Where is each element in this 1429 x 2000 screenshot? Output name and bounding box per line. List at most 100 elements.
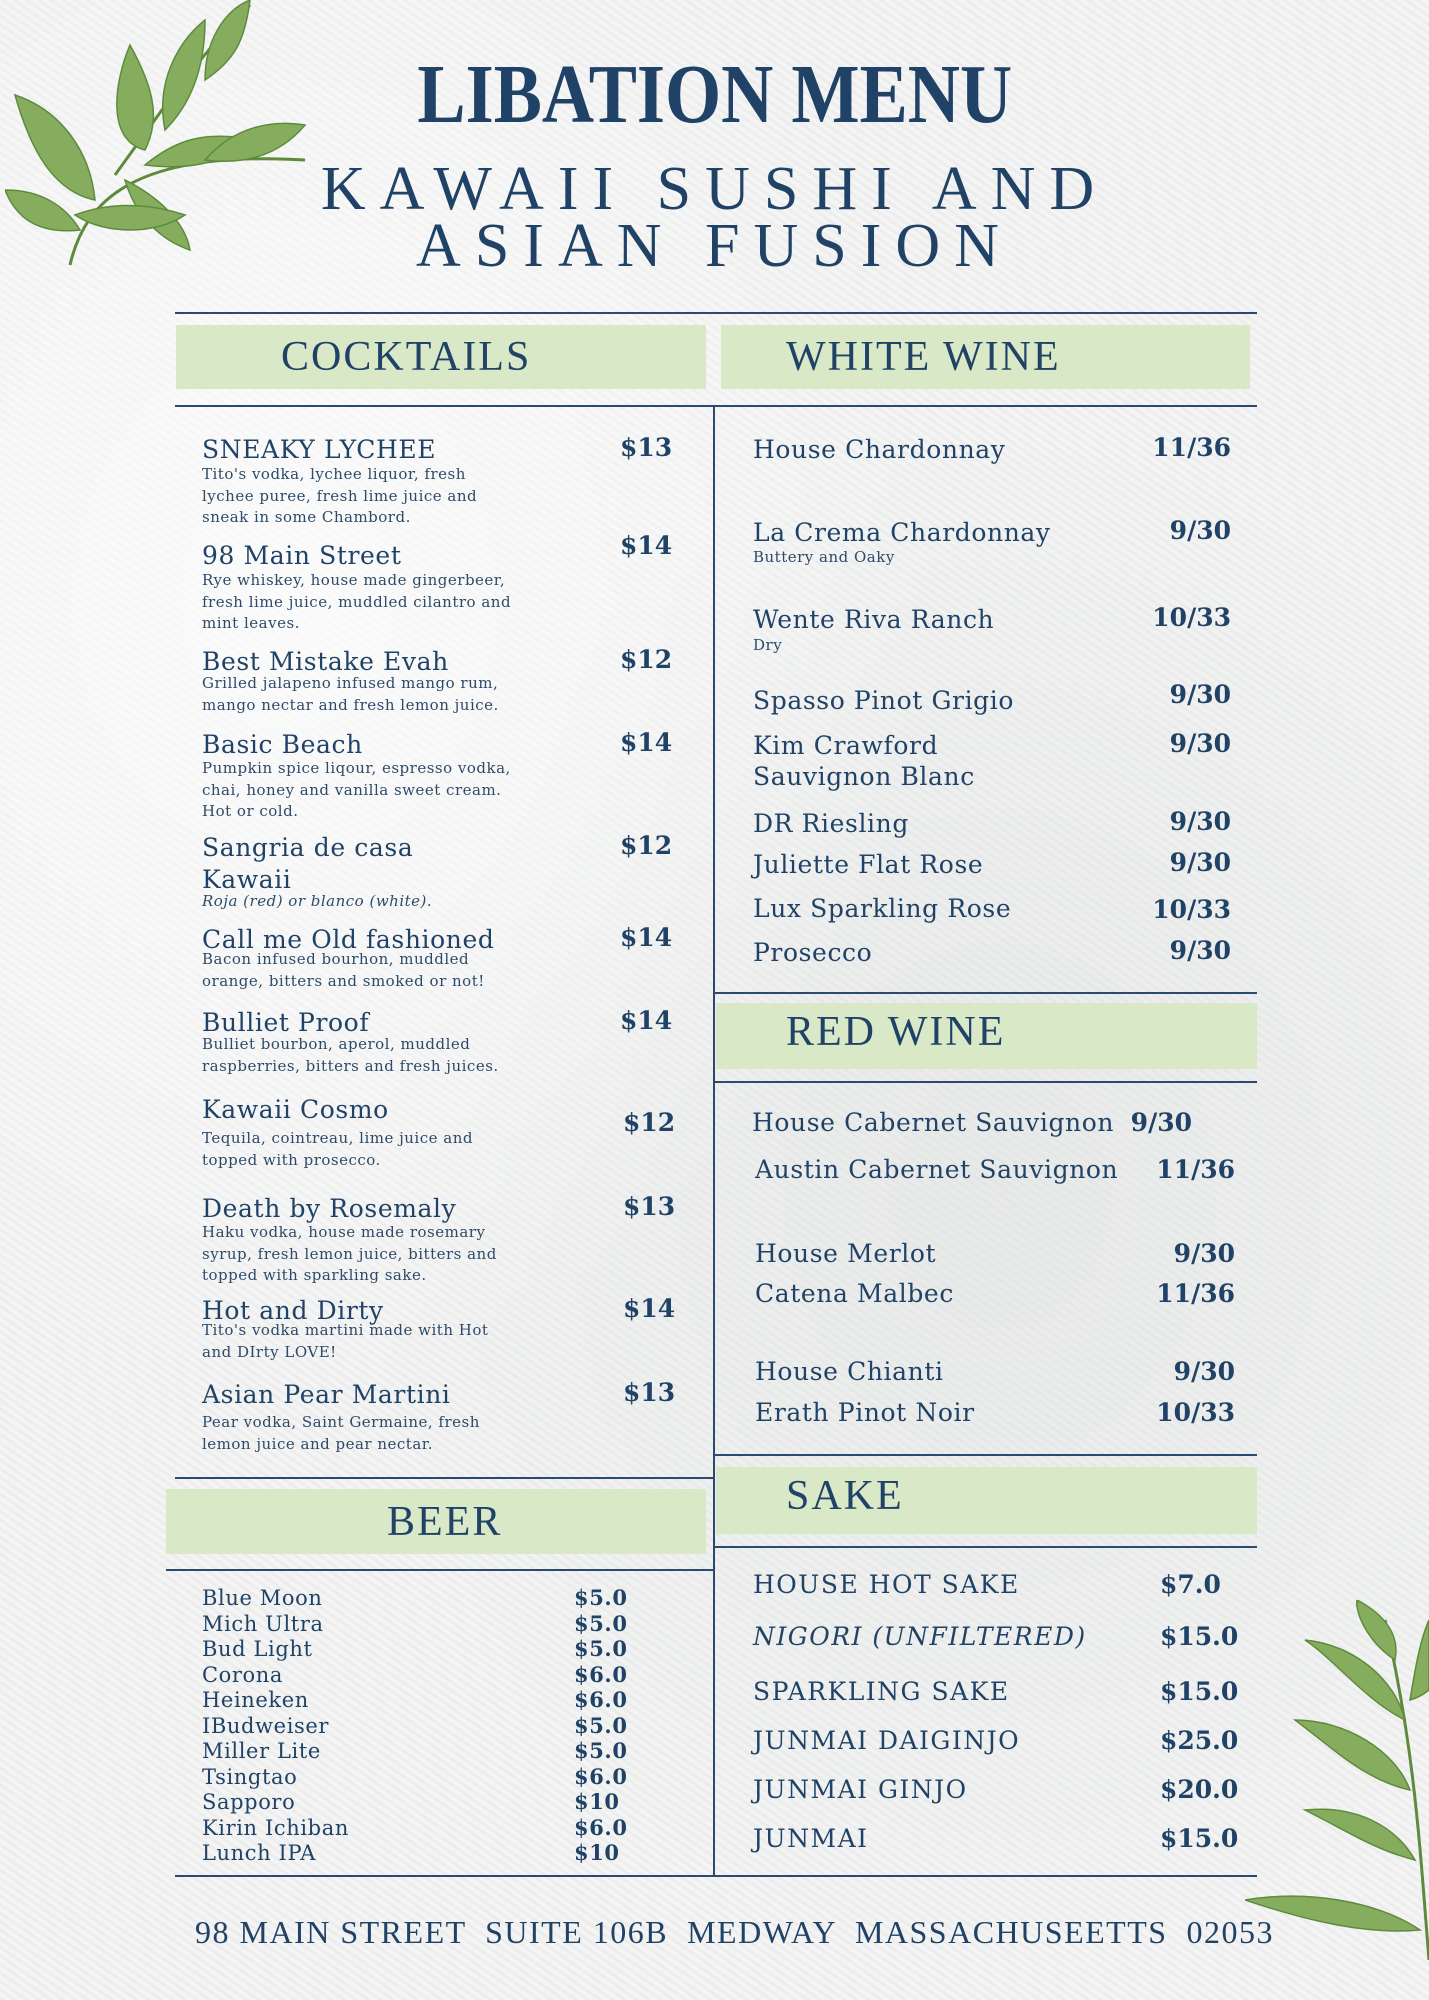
white-wine-price: 10/33 [1152,895,1231,924]
divider [175,405,1257,407]
sake-price: $25.0 [1160,1726,1239,1755]
red-wine-price: 10/33 [1156,1398,1235,1427]
cocktail-price: $12 [620,831,673,860]
beer-name: Lunch IPA [202,1841,317,1865]
red-wine-price: 11/36 [1156,1155,1235,1184]
cocktail-name: Call me Old fashioned [202,925,495,954]
white-wine-name: DR Riesling [753,809,909,838]
beer-price: $6.0 [574,1763,628,1789]
white-wine-heading: WHITE WINE [786,334,1061,380]
white-wine-name: Kim Crawford Sauvignon Blanc [753,731,975,791]
red-wine-price: 9/30 [1173,1239,1235,1268]
cocktail-description: Tito's vodka, lychee liquor, fresh lyche… [202,465,478,527]
cocktail-price: $12 [620,645,673,674]
beer-name: Tsingtao [202,1764,298,1789]
beer-header: BEER [166,1489,706,1554]
cocktail-price: $13 [623,1378,676,1407]
white-wine-name: Wente Riva Ranch [753,605,995,634]
cocktail-price: $14 [620,728,673,757]
cocktail-name: Asian Pear Martini [202,1380,451,1409]
white-wine-price: 10/33 [1152,603,1231,632]
divider [175,312,1257,314]
cocktail-name: SNEAKY LYCHEE [202,435,437,464]
beer-name: Mich Ultra [202,1611,324,1636]
white-wine-price: 9/30 [1169,807,1231,836]
cocktail-price: $14 [620,531,673,560]
red-wine-name: House Chianti [755,1357,944,1386]
cocktail-description: Pumpkin spice liqour, espresso vodka, ch… [202,759,511,821]
red-wine-price: 9/30 [1173,1357,1235,1386]
cocktail-price: $13 [620,433,673,462]
cocktail-description: Pear vodka, Saint Germaine, fresh lemon … [202,1413,480,1453]
cocktail-description: Roja (red) or blanco (white). [202,892,433,910]
address-footer: 98 MAIN STREET SUITE 106B MEDWAY MASSACH… [195,1914,1275,1950]
cocktail-name: Death by Rosemaly [202,1194,457,1223]
beer-price: $10 [574,1840,620,1865]
red-wine-name: Catena Malbec [755,1279,954,1308]
beer-price: $5.0 [574,1610,628,1636]
white-wine-note: Buttery and Oaky [753,548,895,566]
cocktail-price: $14 [620,923,673,952]
white-wine-price: 11/36 [1152,433,1231,462]
beer-price: $5.0 [574,1738,628,1763]
white-wine-note: Dry [753,636,783,654]
sake-name: JUNMAI [753,1824,869,1853]
red-wine-name: House Merlot [755,1239,937,1268]
sake-price: $15.0 [1160,1824,1239,1853]
beer-price: $5.0 [574,1585,628,1610]
beer-price: $6.0 [574,1687,628,1712]
cocktail-name: Basic Beach [202,730,363,759]
white-wine-price: 9/30 [1169,680,1231,709]
white-wine-price: 9/30 [1169,936,1231,965]
beer-price: $5.0 [574,1636,628,1661]
cocktails-heading: COCKTAILS [281,334,532,380]
divider [175,1875,1257,1877]
cocktail-description: Bacon infused bourhon, muddled orange, b… [202,950,485,990]
cocktail-description: Rye whiskey, house made gingerbeer, fres… [202,571,512,633]
beer-heading: BEER [387,1499,503,1545]
divider [166,1569,713,1571]
white-wine-name: Spasso Pinot Grigio [753,686,1015,715]
white-wine-price: 9/30 [1169,516,1231,545]
cocktail-name: Sangria de casa Kawaii [202,833,414,894]
cocktail-name: Bulliet Proof [202,1008,370,1037]
beer-name: Bud Light [202,1637,313,1661]
cocktail-price: $13 [623,1192,676,1221]
sake-name: SPARKLING SAKE [753,1677,1010,1706]
red-wine-heading: RED WINE [786,1009,1006,1055]
sake-price: $15.0 [1160,1677,1239,1706]
beer-name: Blue Moon [202,1586,323,1610]
divider [715,992,1257,994]
white-wine-price: 9/30 [1169,729,1231,758]
beer-name: Corona [202,1662,284,1687]
divider [715,1454,1257,1456]
sake-price: $15.0 [1160,1622,1239,1651]
white-wine-price: 9/30 [1169,848,1231,877]
sake-name: JUNMAI GINJO [753,1775,968,1804]
white-wine-name: La Crema Chardonnay [753,518,1051,547]
white-wine-name: Juliette Flat Rose [753,850,984,879]
red-wine-header: RED WINE [716,1003,1257,1069]
beer-name: Kirin Ichiban [202,1815,349,1840]
beer-price: $5.0 [574,1712,628,1738]
white-wine-name: House Chardonnay [753,435,1006,464]
sake-name: JUNMAI DAIGINJO [753,1726,1021,1755]
red-wine-price: 11/36 [1156,1279,1235,1308]
red-wine-name: Erath Pinot Noir [755,1398,975,1427]
red-wine-name: Austin Cabernet Sauvignon [755,1155,1119,1184]
cocktail-name: Best Mistake Evah [202,647,449,676]
column-divider [713,405,715,1877]
divider [715,1081,1257,1083]
beer-price: $10 [574,1789,620,1814]
divider [175,1477,713,1479]
menu-title: LIBATION MENU [417,48,1012,141]
beer-name: Heineken [202,1688,309,1712]
red-wine-name: House Cabernet Sauvignon [752,1108,1115,1137]
leaf-branch-top-left-icon [5,0,307,266]
red-wine-price: 9/30 [1130,1108,1192,1137]
cocktail-description: Tito's vodka martini made with Hot and D… [202,1321,489,1361]
cocktails-header: COCKTAILS [176,325,706,389]
beer-price: $6.0 [574,1814,628,1840]
cocktail-price: $14 [620,1006,673,1035]
cocktail-description: Grilled jalapeno infused mango rum, mang… [202,674,499,714]
